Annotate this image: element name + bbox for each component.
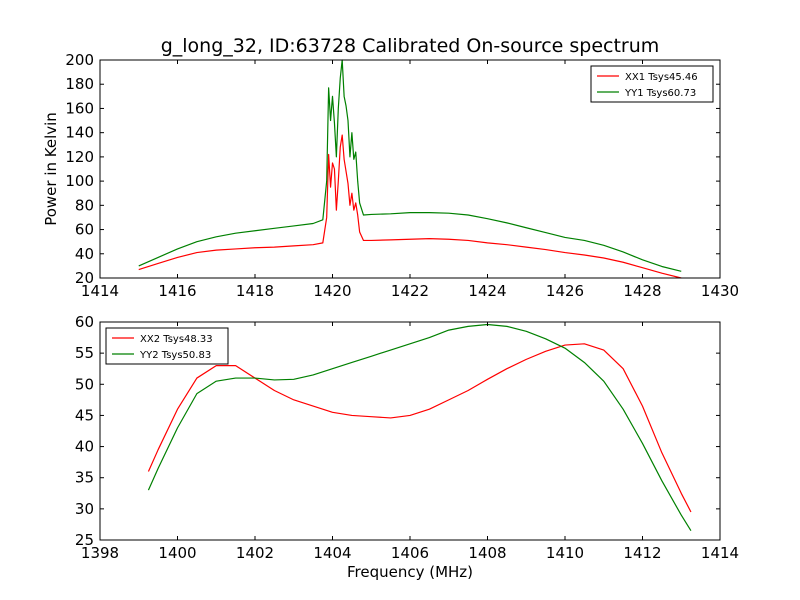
top-x-tick-label: 1418 <box>236 282 274 300</box>
bottom-x-tick-label: 1408 <box>468 544 506 562</box>
top-x-tick-label: 1422 <box>391 282 429 300</box>
bottom-legend-box <box>105 327 229 365</box>
top-y-tick-label: 60 <box>75 221 94 239</box>
top-x-tick-label: 1426 <box>546 282 584 300</box>
top-y-tick-label: 20 <box>75 269 94 287</box>
top-x-tick-label: 1420 <box>313 282 351 300</box>
top-series-line-1 <box>138 134 682 279</box>
top-y-tick-label: 120 <box>65 148 94 166</box>
bottom-plot-panel: 1398 1400 1402 1404 1406 1408 1410 1412 1414 25 30… <box>75 313 739 562</box>
top-y-tick-label: 200 <box>65 51 94 69</box>
top-y-tick-label: 100 <box>65 172 94 190</box>
bottom-x-tick-label: 1404 <box>313 544 351 562</box>
top-legend-label-2: YY1 Tsys60.73 <box>624 88 696 99</box>
top-x-tick-label: 1428 <box>623 282 661 300</box>
top-y-tick-label: 160 <box>65 99 94 117</box>
bottom-x-axis-label: Frequency (MHz) <box>347 563 473 581</box>
chart-title: g_long_32, ID:63728 Calibrated On-source… <box>161 35 660 57</box>
top-y-axis-label: Power in Kelvin <box>42 112 60 226</box>
bottom-y-tick-label: 35 <box>75 469 94 487</box>
bottom-y-tick-label: 40 <box>75 438 94 456</box>
bottom-x-tick-label: 1410 <box>546 544 584 562</box>
top-x-tick-label: 1424 <box>468 282 506 300</box>
top-legend-box <box>590 65 714 103</box>
bottom-x-tick-label: 1406 <box>391 544 429 562</box>
bottom-y-tick-label: 30 <box>75 500 94 518</box>
bottom-y-tick-label: 50 <box>75 375 94 393</box>
bottom-legend-label-1: XX2 Tsys48.33 <box>140 334 213 345</box>
bottom-x-tick-label: 1412 <box>623 544 661 562</box>
top-x-tick-label: 1416 <box>158 282 196 300</box>
bottom-y-tick-label: 25 <box>75 531 94 549</box>
bottom-series-line-1 <box>147 343 692 513</box>
bottom-x-tick-label: 1400 <box>158 544 196 562</box>
top-legend-label-1: XX1 Tsys45.46 <box>625 72 698 83</box>
bottom-y-tick-label: 55 <box>75 344 94 362</box>
bottom-x-tick-label: 1414 <box>701 544 739 562</box>
bottom-y-tick-label: 45 <box>75 406 94 424</box>
top-series-line-2 <box>138 59 682 272</box>
top-y-tick-label: 140 <box>65 124 94 142</box>
bottom-x-tick-label: 1398 <box>81 544 119 562</box>
bottom-series-line-2 <box>147 323 692 531</box>
top-y-tick-label: 40 <box>75 245 94 263</box>
bottom-legend-label-2: YY2 Tsys50.83 <box>139 350 211 361</box>
top-y-tick-label: 80 <box>75 196 94 214</box>
bottom-y-tick-label: 60 <box>75 313 94 331</box>
top-x-tick-label: 1430 <box>701 282 739 300</box>
bottom-x-tick-label: 1402 <box>236 544 274 562</box>
top-y-tick-label: 180 <box>65 75 94 93</box>
top-x-tick-label: 1414 <box>81 282 119 300</box>
top-plot-panel: 1414 1416 1418 1420 1422 1424 1426 1428 1430 20 40… <box>65 51 739 300</box>
